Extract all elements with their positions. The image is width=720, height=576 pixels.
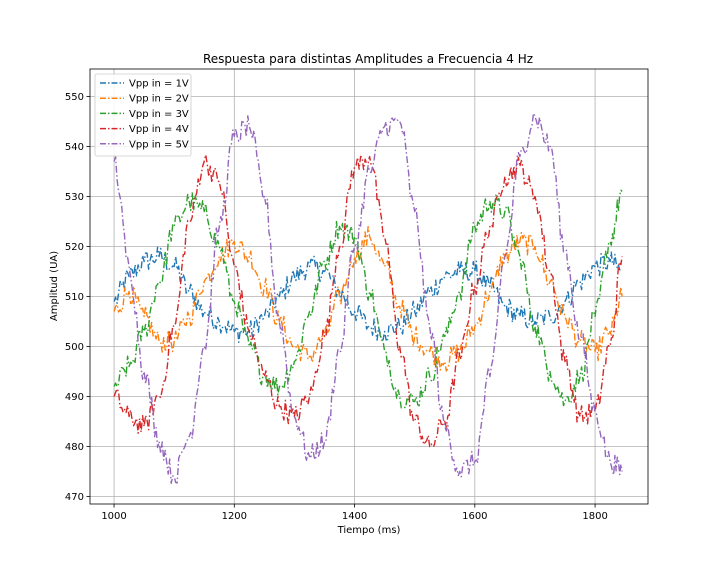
legend: Vpp in = 1V Vpp in = 2V Vpp in = 3V Vpp in …	[94, 73, 192, 157]
legend-label: Vpp in = 2V	[129, 94, 189, 105]
x-tick-label: 1000	[101, 511, 126, 522]
y-tick-label: 470	[65, 492, 84, 503]
y-tick-label: 540	[65, 142, 84, 153]
x-tick-label: 1600	[462, 511, 487, 522]
legend-label: Vpp in = 3V	[129, 109, 189, 120]
x-tick-label: 1400	[342, 511, 367, 522]
y-tick-label: 490	[65, 392, 84, 403]
axis-ticks: 1000 1200 1400 1600 1800 470 480 490 500 510 520 53…	[65, 92, 608, 522]
legend-label: Vpp in = 1V	[129, 79, 189, 90]
series-line-1	[113, 246, 623, 343]
series-line-2	[113, 226, 623, 372]
legend-label: Vpp in = 4V	[129, 124, 189, 135]
y-tick-label: 550	[65, 92, 84, 103]
grid-lines	[90, 69, 648, 504]
y-tick-label: 510	[65, 292, 84, 303]
x-axis-label: Tiempo (ms)	[337, 525, 401, 536]
plot-frame	[89, 68, 649, 505]
legend-label: Vpp in = 5V	[129, 139, 189, 150]
series-line-4	[113, 154, 623, 448]
x-tick-label: 1800	[582, 511, 607, 522]
x-tick-label: 1200	[222, 511, 247, 522]
y-axis-label: Amplitud (UA)	[49, 251, 60, 321]
y-tick-label: 500	[65, 342, 84, 353]
legend-box	[94, 73, 192, 157]
series-lines	[113, 112, 623, 484]
y-tick-label: 520	[65, 242, 84, 253]
chart-title: Respuesta para distintas Amplitudes a Fr…	[203, 52, 533, 66]
y-tick-label: 530	[65, 192, 84, 203]
series-line-3	[113, 189, 623, 409]
series-line-5	[113, 112, 623, 484]
y-tick-label: 480	[65, 442, 84, 453]
